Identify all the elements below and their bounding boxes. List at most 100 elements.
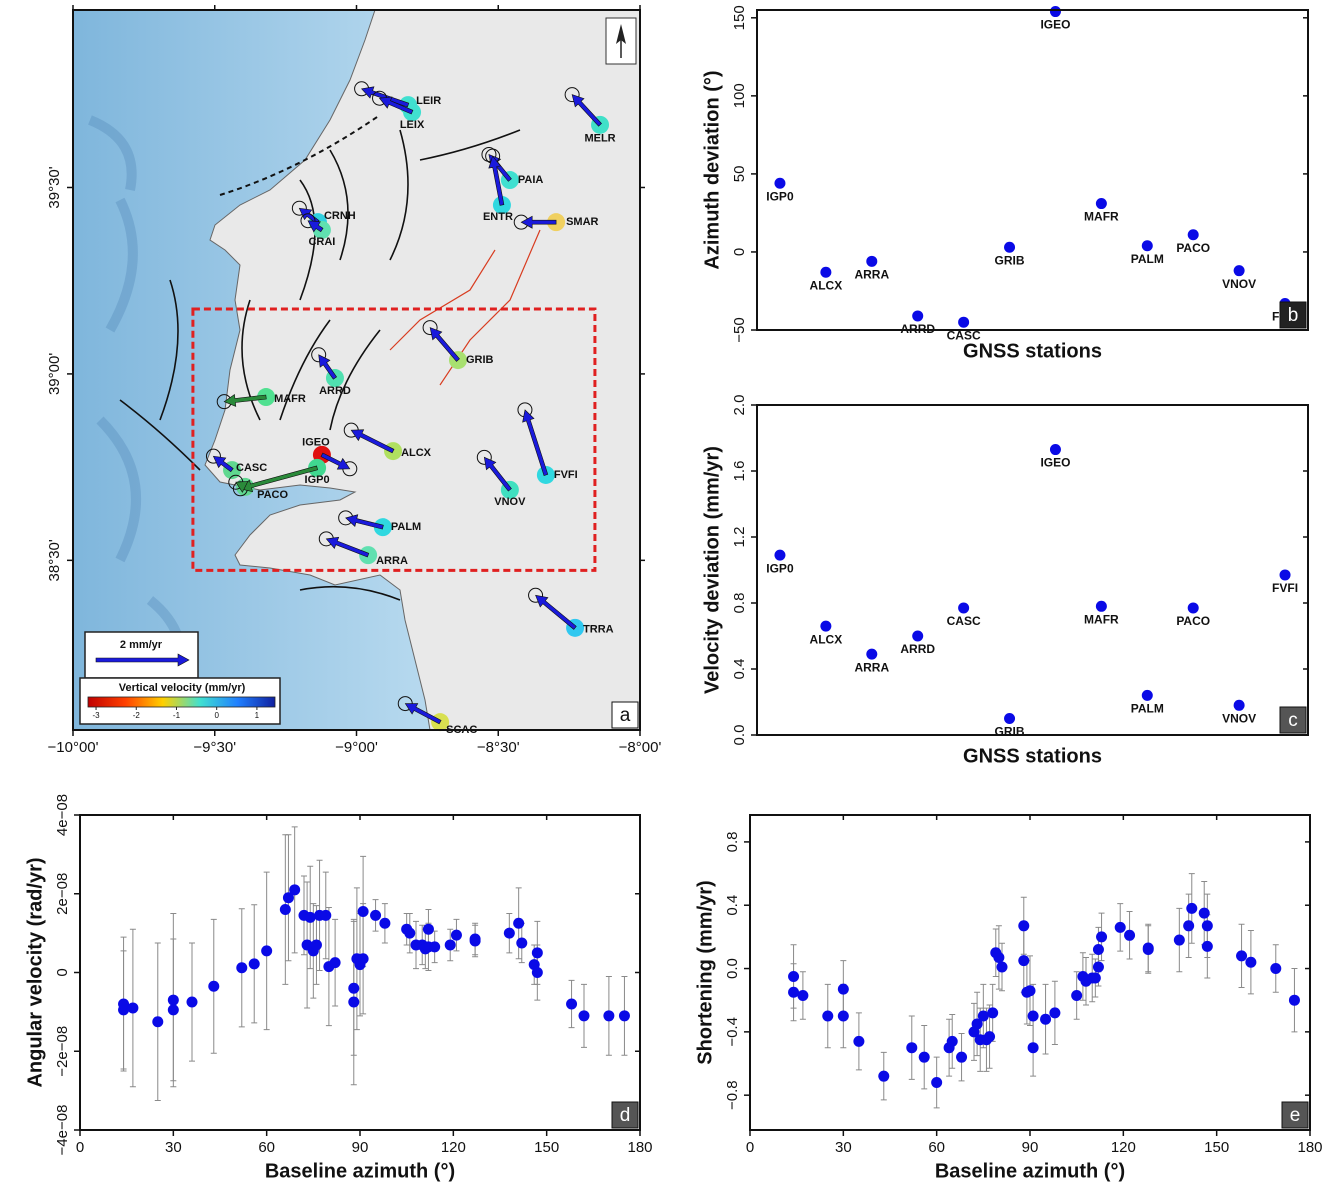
y-tick-label: −0.4 — [724, 1017, 741, 1047]
y-tick-label: 0 — [54, 968, 71, 976]
point-label: FVFI — [1272, 581, 1298, 595]
x-tick-label: 0 — [76, 1139, 84, 1156]
y-tick-label: 0.0 — [731, 725, 748, 746]
point — [1096, 198, 1107, 209]
x-tick-label: 120 — [1111, 1139, 1136, 1156]
x-tick-label: 180 — [1297, 1139, 1322, 1156]
y-tick-label: 1.6 — [731, 461, 748, 482]
point — [1245, 957, 1256, 968]
y-tick-label: 0.4 — [724, 895, 741, 916]
point — [838, 984, 849, 995]
point — [311, 939, 322, 950]
point — [838, 1011, 849, 1022]
point — [1234, 700, 1245, 711]
point-label: ARRA — [854, 660, 889, 674]
point — [1093, 961, 1104, 972]
point — [1124, 930, 1135, 941]
point — [1040, 1014, 1051, 1025]
point — [1115, 922, 1126, 933]
point — [1004, 713, 1015, 724]
station-label: FVFI — [554, 469, 578, 481]
point — [1280, 569, 1291, 580]
station-label: CRNH — [324, 210, 356, 222]
station-label: LEIR — [416, 95, 441, 107]
y-tick-label: −50 — [731, 317, 748, 342]
y-axis-title: Azimuth deviation (°) — [701, 70, 723, 269]
point-label: MAFR — [1084, 612, 1119, 626]
y-axis-title: Shortening (mm/yr) — [694, 880, 716, 1064]
point — [1096, 931, 1107, 942]
point — [236, 962, 247, 973]
x-tick-label: 180 — [627, 1139, 652, 1156]
y-tick-label: 0.8 — [731, 593, 748, 614]
point — [1143, 944, 1154, 955]
x-tick-label: −10°00' — [48, 739, 99, 756]
point — [261, 945, 272, 956]
point — [187, 997, 198, 1008]
point — [1188, 229, 1199, 240]
station-label: GRIB — [466, 354, 494, 366]
point — [445, 939, 456, 950]
x-tick-label: 0 — [746, 1139, 754, 1156]
station-label: PACO — [257, 489, 288, 501]
point — [603, 1010, 614, 1021]
point-label: VNOV — [1222, 277, 1256, 291]
point — [997, 961, 1008, 972]
point — [404, 928, 415, 939]
point — [958, 602, 969, 613]
point — [947, 1036, 958, 1047]
point — [516, 937, 527, 948]
point — [958, 317, 969, 328]
x-tick-label: 150 — [1204, 1139, 1229, 1156]
point — [820, 267, 831, 278]
point — [320, 910, 331, 921]
point-label: VNOV — [1222, 711, 1256, 725]
point — [619, 1010, 630, 1021]
colorbar-tick-label: 1 — [255, 711, 260, 720]
point-label: ARRD — [900, 642, 935, 656]
point — [1004, 242, 1015, 253]
point — [289, 884, 300, 895]
point-label: PACO — [1176, 241, 1210, 255]
station-label: VNOV — [494, 496, 526, 508]
point-label: IGP0 — [766, 189, 794, 203]
point — [987, 1007, 998, 1018]
point — [774, 550, 785, 561]
point — [504, 928, 515, 939]
point — [532, 947, 543, 958]
colorbar-title: Vertical velocity (mm/yr) — [119, 682, 246, 694]
point — [1236, 950, 1247, 961]
y-tick-label: −0.8 — [724, 1080, 741, 1110]
point — [1028, 1011, 1039, 1022]
y-tick-label: 0 — [731, 248, 748, 256]
point — [931, 1077, 942, 1088]
point — [579, 1010, 590, 1021]
point — [358, 906, 369, 917]
x-tick-label: −8°00' — [619, 739, 662, 756]
point-label: IGEO — [1040, 456, 1070, 470]
point — [919, 1052, 930, 1063]
x-tick-label: 90 — [1022, 1139, 1039, 1156]
point-label: PALM — [1131, 702, 1164, 716]
x-tick-label: 60 — [258, 1139, 275, 1156]
point-label: PACO — [1176, 614, 1210, 628]
point — [330, 957, 341, 968]
point — [788, 971, 799, 982]
station-label: ARRD — [319, 385, 351, 397]
point — [249, 958, 260, 969]
station-label: ALCX — [401, 447, 432, 459]
panel-letter: c — [1288, 710, 1298, 731]
point — [470, 934, 481, 945]
x-axis-title: GNSS stations — [963, 340, 1102, 362]
station-label: PALM — [391, 521, 421, 533]
station-label: ARRA — [376, 555, 408, 567]
point — [532, 967, 543, 978]
point — [984, 1031, 995, 1042]
panel-letter: a — [620, 705, 631, 726]
point — [1090, 973, 1101, 984]
point — [1289, 995, 1300, 1006]
y-tick-label: −4e−08 — [54, 1105, 71, 1156]
point — [566, 999, 577, 1010]
point — [1018, 955, 1029, 966]
y-tick-label: 1.2 — [731, 527, 748, 548]
